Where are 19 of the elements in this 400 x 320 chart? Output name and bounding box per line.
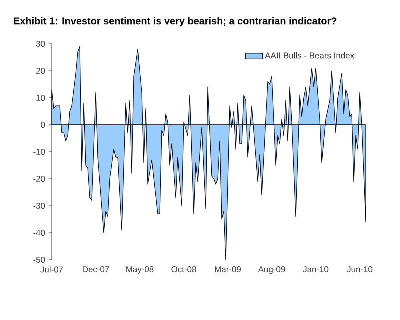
legend-label: AAII Bulls - Bears Index: [265, 52, 354, 59]
y-tick-label: 30: [36, 41, 46, 47]
y-tick-label: -50: [34, 257, 46, 263]
y-tick-label: 0: [41, 122, 46, 128]
x-tick-label: Jun-10: [347, 266, 373, 272]
x-tick-label: Oct-08: [172, 266, 196, 272]
x-tick-label: Mar-09: [215, 266, 242, 272]
y-tick-label: -40: [34, 230, 46, 236]
x-tick-label: Jul-07: [40, 266, 64, 273]
y-tick-label: -20: [34, 176, 46, 182]
x-tick-label: Dec-07: [83, 266, 110, 272]
y-tick-label: 20: [36, 68, 46, 74]
x-tick-label: Aug-09: [258, 266, 286, 274]
y-tick-label: -10: [34, 149, 46, 155]
y-tick-label: 10: [36, 95, 46, 101]
x-tick-label: May-08: [126, 266, 154, 274]
chart-title: Exhibit 1: Investor sentiment is very bearish; a contrarian indicator?: [14, 17, 337, 27]
x-tick-label: Jan-10: [303, 266, 329, 272]
y-tick-label: -30: [34, 203, 46, 209]
